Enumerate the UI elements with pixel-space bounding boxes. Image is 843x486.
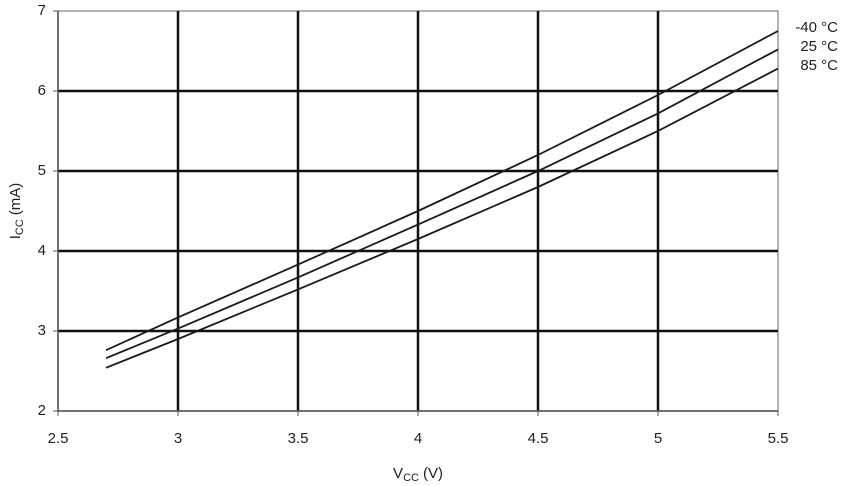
y-tick-label: 4: [38, 242, 46, 259]
x-tick-label: 4.5: [528, 430, 549, 447]
y-label-unit: (mA): [7, 183, 24, 216]
y-tick-label: 3: [38, 322, 46, 339]
x-axis-label: VCC (V): [393, 465, 443, 484]
x-tick-label: 3: [174, 430, 182, 447]
y-axis-label: ICC (mA): [7, 183, 26, 240]
series-line: [105, 48, 779, 360]
y-tick-label: 5: [38, 162, 46, 179]
y-label-symbol: I: [7, 235, 24, 239]
x-label-symbol: V: [393, 465, 403, 482]
x-label-subscript: CC: [403, 472, 419, 484]
series-line: [105, 30, 779, 352]
x-tick-label: 2.5: [48, 430, 69, 447]
y-tick-label: 7: [38, 2, 46, 19]
series-label: -40 °C: [795, 19, 838, 36]
series-label: 85 °C: [800, 57, 838, 74]
series-line: [105, 67, 779, 369]
y-tick-label: 6: [38, 82, 46, 99]
y-tick-label: 2: [38, 402, 46, 419]
x-tick-label: 3.5: [288, 430, 309, 447]
x-tick-label: 4: [414, 430, 422, 447]
x-label-unit: (V): [423, 465, 443, 482]
series-label: 25 °C: [800, 38, 838, 55]
y-label-subscript: CC: [14, 219, 26, 235]
x-tick-label: 5: [654, 430, 662, 447]
x-tick-label: 5.5: [768, 430, 789, 447]
